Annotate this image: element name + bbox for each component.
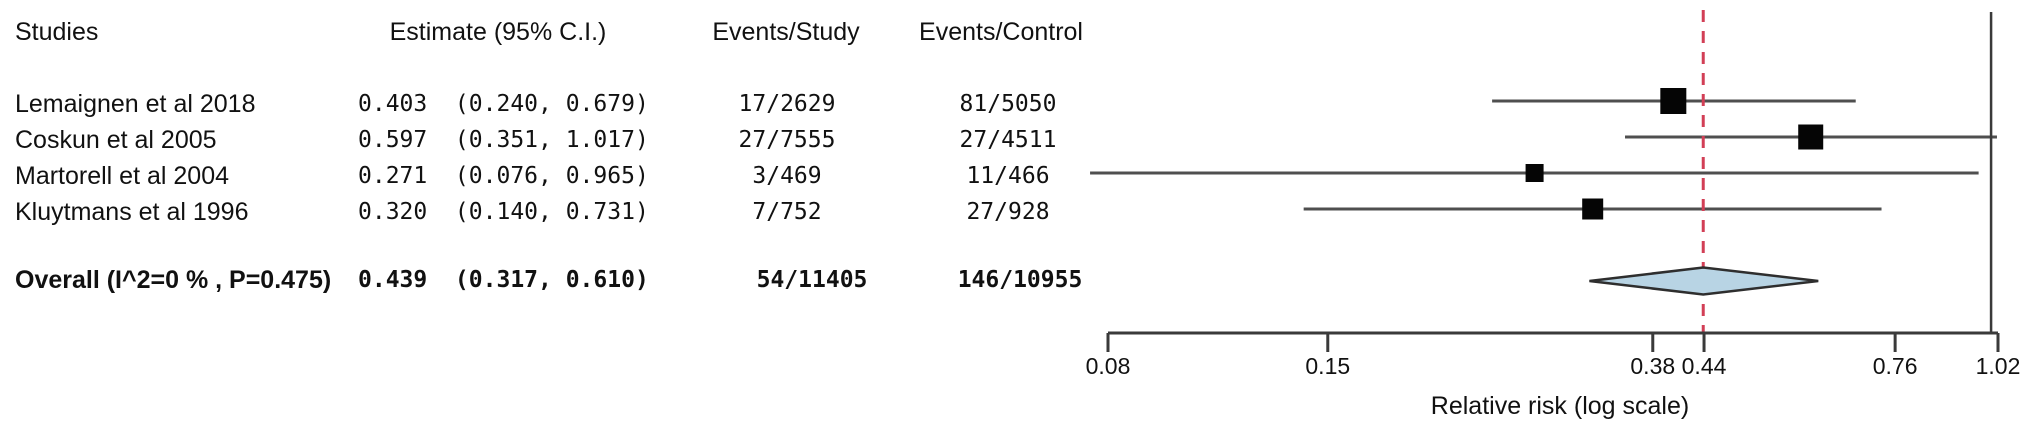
x-axis-tick-label: 0.08 <box>1086 353 1131 379</box>
events-control-value: 27/928 <box>966 199 1050 225</box>
estimate-box <box>1525 164 1544 182</box>
column-header-events-control: Events/Control <box>919 18 1083 46</box>
events-control-value: 81/5050 <box>959 91 1057 117</box>
column-header-events-study: Events/Study <box>712 18 860 46</box>
column-header-estimate-ci: Estimate (95% C.I.) <box>389 18 607 46</box>
events-study-value: 7/752 <box>752 199 822 225</box>
estimate-ci-value: 0.403 (0.240, 0.679) <box>358 91 649 117</box>
x-axis-title: Relative risk (log scale) <box>1430 392 1690 420</box>
study-name: Martorell et al 2004 <box>15 162 230 190</box>
overall-events-control: 146/10955 <box>957 267 1083 293</box>
overall-label: Overall (I^2=0 % , P=0.475) <box>15 266 332 294</box>
x-axis-tick-label: 0.38 <box>1630 353 1675 379</box>
events-study-value: 17/2629 <box>738 91 836 117</box>
estimate-ci-value: 0.320 (0.140, 0.731) <box>358 199 649 225</box>
x-axis-tick-label: 0.15 <box>1305 353 1350 379</box>
overall-events-study: 54/11405 <box>756 267 868 293</box>
x-axis-tick-label: 0.76 <box>1873 353 1918 379</box>
events-control-value: 11/466 <box>966 163 1050 189</box>
summary-diamond <box>1589 266 1819 296</box>
events-control-value: 27/4511 <box>959 127 1057 153</box>
estimate-box <box>1798 124 1824 150</box>
study-name: Lemaignen et al 2018 <box>15 90 256 118</box>
x-axis-tick-label: 0.44 <box>1682 353 1727 379</box>
study-name: Coskun et al 2005 <box>15 126 217 154</box>
estimate-ci-value: 0.271 (0.076, 0.965) <box>358 163 649 189</box>
overall-estimate-ci: 0.439 (0.317, 0.610) <box>358 267 649 293</box>
estimate-box <box>1582 198 1604 220</box>
estimate-box <box>1660 88 1687 114</box>
events-study-value: 27/7555 <box>738 127 836 153</box>
events-study-value: 3/469 <box>752 163 822 189</box>
estimate-ci-value: 0.597 (0.351, 1.017) <box>358 127 649 153</box>
study-name: Kluytmans et al 1996 <box>15 198 249 226</box>
x-axis-tick-label: 1.02 <box>1976 353 2021 379</box>
column-header-studies: Studies <box>15 18 99 46</box>
